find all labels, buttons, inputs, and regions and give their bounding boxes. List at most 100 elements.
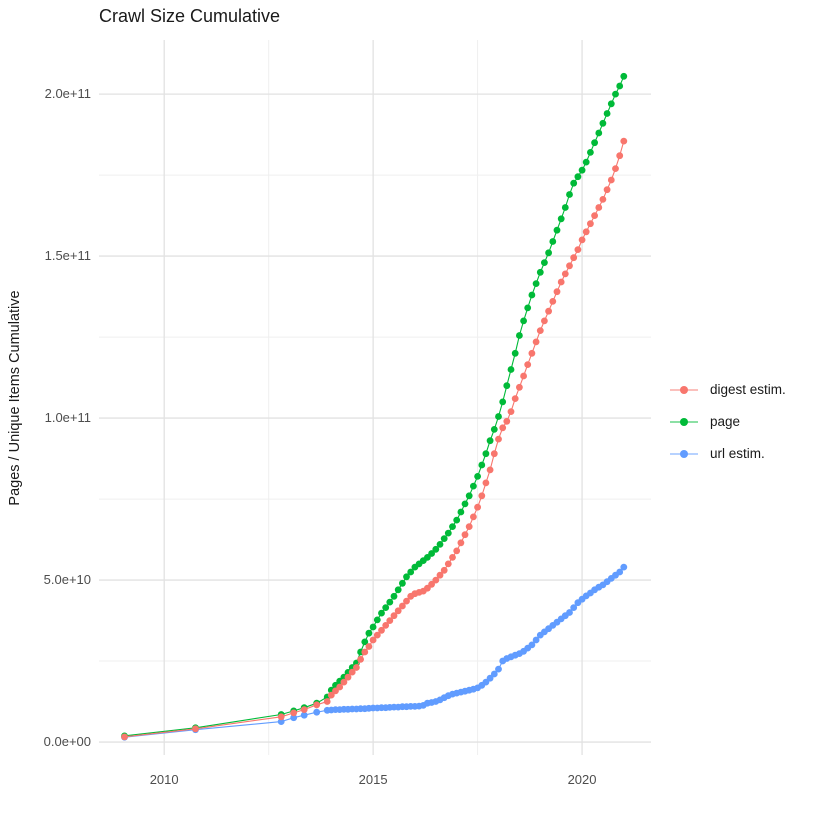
data-point bbox=[499, 398, 507, 406]
x-tick-label: 2010 bbox=[149, 772, 179, 787]
data-point bbox=[440, 566, 448, 574]
data-point bbox=[369, 636, 377, 644]
data-point bbox=[620, 72, 628, 80]
data-point bbox=[482, 450, 490, 458]
data-point bbox=[591, 212, 598, 220]
data-point bbox=[495, 435, 502, 443]
legend-key-icon bbox=[670, 417, 698, 426]
data-point bbox=[290, 709, 298, 717]
data-point bbox=[574, 246, 582, 254]
data-point bbox=[440, 535, 448, 542]
data-point bbox=[361, 648, 369, 656]
legend-key-icon bbox=[670, 385, 698, 394]
data-point bbox=[461, 531, 469, 539]
data-point bbox=[507, 366, 515, 373]
data-point bbox=[382, 604, 390, 611]
data-point bbox=[336, 683, 344, 691]
data-point bbox=[566, 609, 573, 616]
data-point bbox=[399, 602, 406, 610]
data-point bbox=[444, 529, 452, 537]
data-point bbox=[570, 254, 578, 262]
data-point bbox=[587, 220, 594, 228]
data-point bbox=[373, 616, 381, 624]
data-point bbox=[499, 424, 507, 432]
data-point bbox=[457, 508, 465, 516]
data-point bbox=[407, 568, 415, 576]
data-point bbox=[536, 327, 544, 334]
data-point bbox=[578, 166, 586, 174]
data-point bbox=[532, 338, 540, 346]
data-point bbox=[612, 165, 619, 173]
data-point bbox=[300, 706, 308, 713]
data-point bbox=[121, 733, 128, 741]
data-point bbox=[486, 466, 494, 474]
data-point bbox=[528, 641, 536, 649]
data-point bbox=[474, 473, 481, 480]
data-point bbox=[378, 609, 385, 617]
data-point bbox=[444, 560, 452, 568]
data-point bbox=[516, 332, 523, 339]
data-point bbox=[603, 110, 611, 117]
data-point bbox=[503, 382, 511, 390]
data-point bbox=[327, 691, 335, 699]
legend-label: page bbox=[710, 414, 741, 429]
data-point bbox=[323, 698, 331, 705]
data-point bbox=[616, 82, 624, 90]
data-point bbox=[612, 90, 619, 98]
data-point bbox=[582, 228, 590, 236]
data-point bbox=[566, 262, 573, 270]
data-point bbox=[465, 523, 473, 530]
data-point bbox=[620, 137, 628, 145]
data-point bbox=[557, 278, 565, 286]
data-point bbox=[486, 437, 494, 445]
data-point bbox=[541, 317, 548, 325]
data-point bbox=[436, 541, 444, 548]
data-point bbox=[561, 204, 569, 211]
data-point bbox=[599, 196, 607, 203]
data-point bbox=[545, 249, 552, 257]
data-point bbox=[557, 215, 565, 223]
data-point bbox=[507, 408, 515, 415]
legend: digest estim. page url estim. bbox=[668, 379, 786, 464]
data-point bbox=[595, 204, 603, 211]
data-point bbox=[373, 631, 381, 639]
x-tick-label: 2015 bbox=[358, 772, 388, 787]
data-point bbox=[486, 674, 494, 682]
data-point bbox=[348, 668, 356, 676]
data-point bbox=[394, 586, 402, 594]
data-point bbox=[616, 152, 624, 160]
data-point bbox=[365, 643, 373, 650]
series-line-url-estim- bbox=[124, 566, 625, 738]
data-point bbox=[490, 450, 498, 458]
data-point bbox=[541, 259, 548, 266]
data-point bbox=[369, 623, 377, 631]
data-point bbox=[528, 291, 536, 299]
data-point bbox=[382, 622, 390, 629]
data-point bbox=[520, 372, 527, 380]
data-point bbox=[365, 629, 373, 637]
data-point bbox=[607, 100, 615, 108]
data-point bbox=[570, 179, 578, 187]
data-point bbox=[390, 592, 398, 600]
data-point bbox=[603, 186, 611, 194]
data-point bbox=[545, 307, 552, 315]
data-point bbox=[453, 547, 461, 555]
data-point bbox=[436, 571, 444, 579]
data-point bbox=[428, 580, 435, 588]
legend-label: url estim. bbox=[710, 446, 765, 461]
data-point bbox=[532, 636, 540, 644]
data-point bbox=[300, 711, 308, 719]
data-point bbox=[428, 550, 435, 557]
data-point bbox=[607, 176, 615, 184]
y-tick-label: 1.5e+11 bbox=[44, 248, 91, 264]
data-point bbox=[290, 714, 298, 722]
x-tick-label: 2020 bbox=[567, 772, 597, 787]
y-tick-label: 5.0e+10 bbox=[43, 572, 91, 588]
data-point bbox=[432, 545, 440, 553]
data-point bbox=[399, 579, 406, 587]
data-point bbox=[478, 461, 486, 469]
data-point bbox=[482, 479, 490, 487]
data-point bbox=[313, 708, 321, 716]
data-point bbox=[591, 139, 598, 147]
